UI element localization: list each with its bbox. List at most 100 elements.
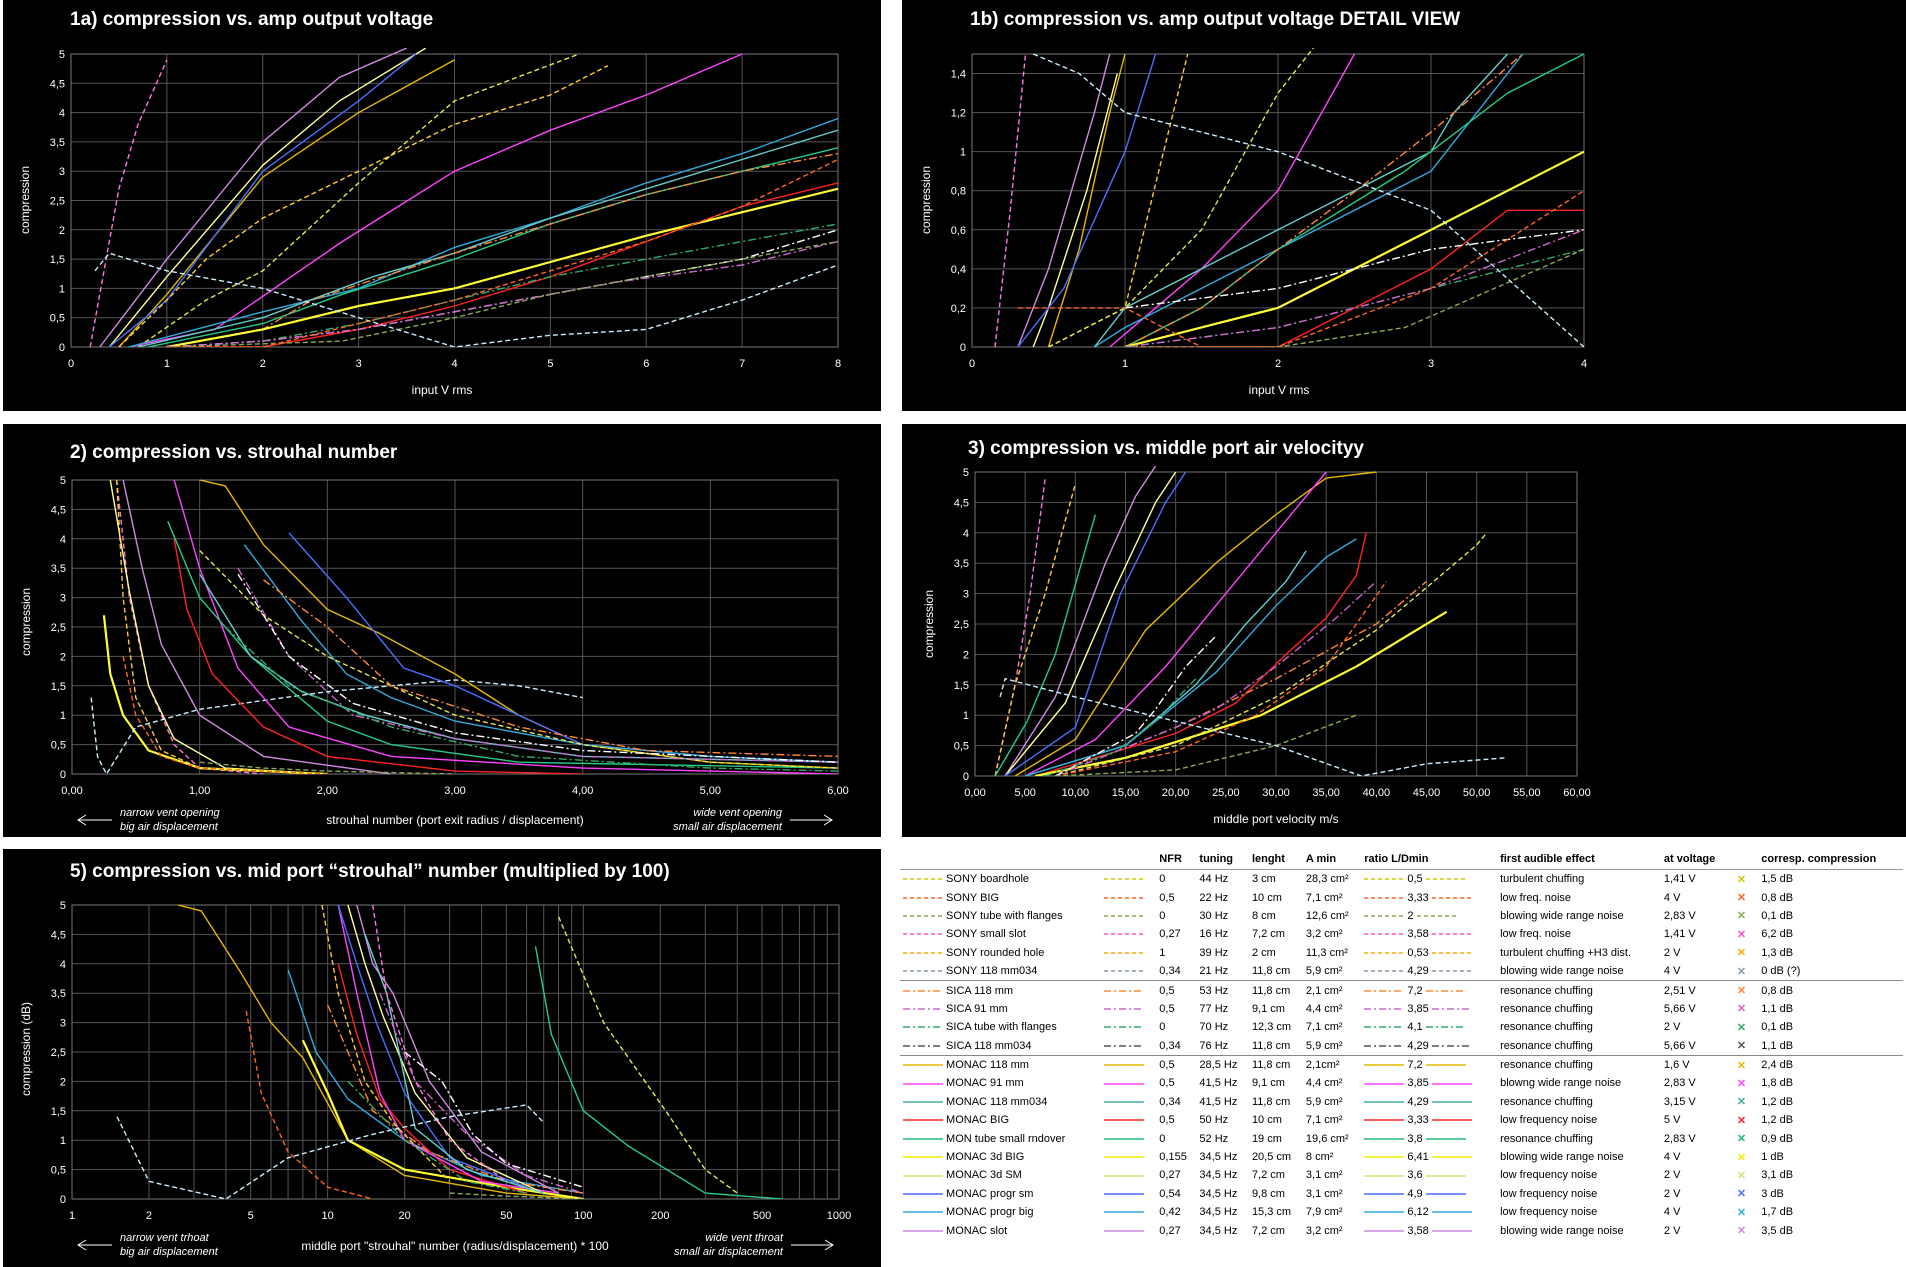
series-line-monac-big <box>337 963 527 1194</box>
line-swatch-icon <box>1364 915 1405 917</box>
x-axis-label: middle port "strouhal" number (radius/di… <box>301 1239 609 1253</box>
legend-amin: 7,1 cm² <box>1305 1021 1343 1034</box>
legend-line-sample <box>1101 1054 1157 1075</box>
x-marker-icon: ✕ <box>1736 910 1747 923</box>
y-tick-label: 2,5 <box>954 619 969 631</box>
x-marker-icon: ✕ <box>1736 928 1747 941</box>
line-swatch-icon <box>1425 1138 1466 1140</box>
series-line-sica-91-mm <box>1055 580 1377 776</box>
chart-1b-svg: 0 0,2 0,4 0,6 0,8 1 1,2 1,4 0 1 2 3 4 input V rms comp… <box>919 48 1587 397</box>
legend-ratio: 0,5 <box>1361 870 1497 889</box>
line-swatch-icon <box>1364 1138 1405 1140</box>
line-swatch-icon <box>1104 1138 1145 1140</box>
series-line-monac-slot <box>356 904 559 1194</box>
legend-tuning: 28,5 Hz <box>1196 1054 1249 1075</box>
legend-series-name: MONAC 3d BIG <box>900 1148 1101 1166</box>
series-line-monac-slot <box>122 479 392 774</box>
grid <box>971 54 1585 348</box>
legend-line-sample <box>1101 1018 1156 1036</box>
legend-ratio: 4,29 <box>1361 1093 1497 1111</box>
x-marker-icon: ✕ <box>1736 1188 1747 1201</box>
legend-amin: 4,4 cm² <box>1305 1077 1343 1090</box>
legend-series-name: MONAC BIG <box>900 1111 1101 1129</box>
legend-series-name: MONAC 118 mm <box>900 1054 1102 1075</box>
line-swatch-icon <box>1104 1101 1145 1103</box>
y-tick-label: 5 <box>60 475 66 487</box>
series-line-monac-118-mm <box>1014 471 1377 776</box>
series-line-monac-progr-sm <box>1017 53 1157 347</box>
x-tick-label: 2 <box>146 1210 152 1222</box>
legend-line-sample <box>1101 1129 1156 1147</box>
legend-series-name: MON tube small rndover <box>900 1129 1101 1147</box>
legend-series-name: MONAC progr sm <box>900 1185 1101 1203</box>
legend-voltage: 1,41 V <box>1663 928 1696 941</box>
legend-marker: ✕ <box>1729 980 1759 1000</box>
legend-ratio: 3,6 <box>1361 1166 1497 1184</box>
legend-length: 9,8 cm <box>1251 1187 1285 1200</box>
x-tick-label: 1 <box>69 1210 75 1222</box>
legend-marker: ✕ <box>1730 962 1759 981</box>
y-tick-label: 4 <box>59 108 65 120</box>
y-tick-label: 0,4 <box>951 264 966 276</box>
series-line-mon-tube-small-rndover <box>534 946 783 1199</box>
x-tick-label: 3 <box>1428 358 1434 370</box>
series-line-monac-slot <box>1004 466 1157 776</box>
legend-effect: resonance chuffing <box>1500 1002 1593 1015</box>
series-line-sony-tube-with-flanges <box>449 1192 584 1199</box>
line-swatch-icon <box>903 1156 943 1158</box>
series-line-sica-118-mm <box>1055 580 1427 776</box>
y-tick-label: 4,5 <box>51 929 66 941</box>
legend-voltage: 2,83 V <box>1663 909 1696 922</box>
x-marker-icon: ✕ <box>1736 1206 1747 1219</box>
chart-panel-1b: 0 0,2 0,4 0,6 0,8 1 1,2 1,4 0 1 2 3 4 input V rms comp… <box>902 0 1906 411</box>
legend-compression: 3 dB <box>1761 1187 1784 1200</box>
legend-line-sample <box>1101 1000 1156 1018</box>
legend-row: MONAC 118 mm034 0,34 41,5 Hz 11,8 cm 5,9 cm… <box>900 1093 1903 1111</box>
series-line-monac-3d-sm <box>108 48 427 347</box>
legend-effect: blowing wide range noise <box>1500 1224 1624 1237</box>
legend-ratio: 6,12 <box>1361 1203 1497 1221</box>
legend-header-cell: at voltage <box>1660 849 1730 870</box>
chart-panel-3: 0 0,5 1 1,5 2 2,5 3 3,5 4 4,5 5 0,00 5,00 10,00 15,00 2… <box>902 424 1906 837</box>
line-swatch-icon <box>1104 1045 1145 1047</box>
legend-row: MONAC 91 mm 0,5 41,5 Hz 9,1 cm 4,4 cm² 3,85… <box>900 1074 1903 1092</box>
series-line-sica-118-mm034 <box>1054 635 1217 776</box>
legend-line-sample <box>1101 1221 1156 1239</box>
line-swatch-icon <box>1431 896 1472 899</box>
legend-line-sample <box>1101 1037 1156 1056</box>
legend-line-sample <box>1101 980 1157 1000</box>
legend-header-cell: first audible effect <box>1497 849 1661 870</box>
note-right-text: small air displacement <box>673 821 783 833</box>
legend-ratio: 3,58 <box>1361 925 1497 943</box>
series-line-sony-big <box>166 158 838 347</box>
x-tick-label: 2,00 <box>317 785 338 797</box>
y-tick-label: 1 <box>59 283 65 295</box>
legend-amin: 8 cm² <box>1305 1151 1334 1164</box>
plot-frame <box>974 471 1578 777</box>
y-tick-label: 5 <box>59 49 65 61</box>
legend-amin: 3,2 cm² <box>1305 928 1343 941</box>
y-tick-label: 1,5 <box>954 680 969 692</box>
x-tick-label: 2 <box>1275 358 1281 370</box>
y-tick-label: 1 <box>60 1135 66 1147</box>
legend-compression: 2,4 dB <box>1758 1054 1903 1075</box>
series-line-sony-big <box>1055 580 1387 776</box>
series-line-sony-small-slot <box>994 478 1046 776</box>
legend-row: SONY 118 mm034 0,34 21 Hz 11,8 cm 5,9 cm² 4… <box>900 962 1903 981</box>
legend-row: SONY rounded hole 1 39 Hz 2 cm 11,3 cm² 0,5… <box>900 944 1903 962</box>
chart-3-svg: 00,511,522,533,544,550,00 5,00 10,00 15,00 2… <box>922 466 1591 826</box>
legend-row: SONY small slot 0,27 16 Hz 7,2 cm 3,2 cm² 3… <box>900 925 1903 943</box>
series-line-monac-progr-sm <box>337 904 527 1188</box>
series-line-sony-big <box>245 1010 373 1199</box>
series-line-sica-tube-with-flanges <box>1124 248 1584 347</box>
y-tick-label: 1,5 <box>51 1106 66 1118</box>
legend-voltage: 4 V <box>1663 965 1681 978</box>
legend-nfr: 0,155 <box>1159 1151 1187 1164</box>
legend-length: 8 cm <box>1251 909 1276 922</box>
legend-marker: ✕ <box>1730 1000 1759 1018</box>
legend-voltage: 2 V <box>1663 1021 1681 1034</box>
series-line-sony-small-slot <box>89 59 168 347</box>
line-swatch-icon <box>903 1193 943 1195</box>
legend-ratio: 3,58 <box>1361 1221 1497 1239</box>
legend-voltage: 5,66 V <box>1663 1002 1696 1015</box>
